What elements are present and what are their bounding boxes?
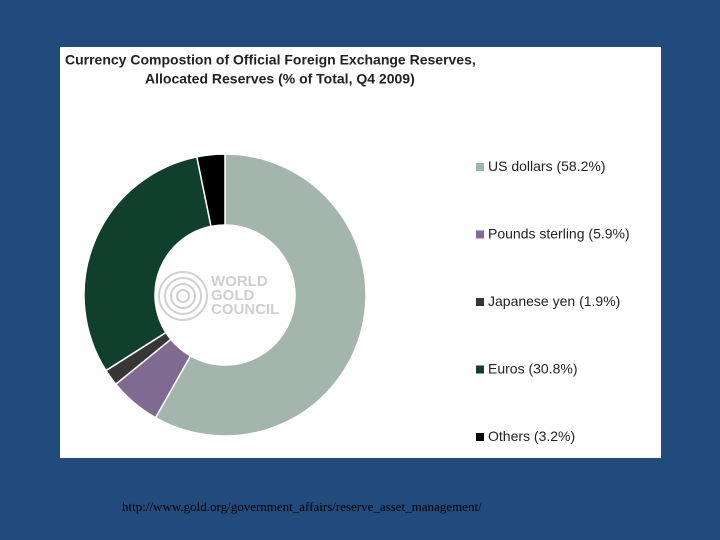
- legend-label: Pounds sterling (5.9%): [488, 225, 630, 241]
- legend-label: Others (3.2%): [488, 428, 575, 444]
- legend-swatch: [476, 230, 484, 239]
- watermark-text: GOLD: [211, 287, 254, 304]
- legend-name: Pounds sterling: [488, 225, 585, 241]
- legend-value: (5.9%): [588, 225, 629, 241]
- chart-title: Currency Compostion of Official Foreign …: [65, 52, 476, 68]
- legend-name: Euros: [488, 360, 525, 376]
- legend-name: Japanese yen: [488, 293, 575, 309]
- logo-ring: [164, 277, 202, 315]
- legend-value: (1.9%): [579, 293, 620, 309]
- legend-name: Others: [488, 428, 530, 444]
- logo-ring: [158, 271, 208, 321]
- legend-value: (58.2%): [556, 158, 605, 174]
- legend-swatch: [476, 365, 484, 374]
- legend-name: US dollars: [488, 158, 553, 174]
- chart-subtitle: Allocated Reserves (% of Total, Q4 2009): [145, 71, 415, 87]
- donut-slice: [83, 155, 212, 372]
- legend-value: (30.8%): [528, 360, 577, 376]
- legend-swatch: [476, 433, 484, 441]
- legend-label: Japanese yen (1.9%): [488, 293, 620, 309]
- source-url: http://www.gold.org/government_affairs/r…: [122, 499, 482, 514]
- legend-swatch: [476, 298, 484, 306]
- watermark-text: WORLD: [211, 273, 268, 290]
- legend-label: Euros (30.8%): [488, 360, 578, 376]
- donut-slice: [195, 153, 226, 228]
- legend-label: US dollars (58.2%): [488, 158, 606, 174]
- legend-value: (3.2%): [534, 428, 575, 444]
- watermark-text: COUNCIL: [211, 301, 279, 318]
- logo-ring: [170, 283, 196, 309]
- watermark-logo: [158, 271, 208, 321]
- donut-slice: [154, 153, 367, 437]
- logo-ring: [176, 289, 190, 303]
- legend-swatch: [476, 163, 484, 171]
